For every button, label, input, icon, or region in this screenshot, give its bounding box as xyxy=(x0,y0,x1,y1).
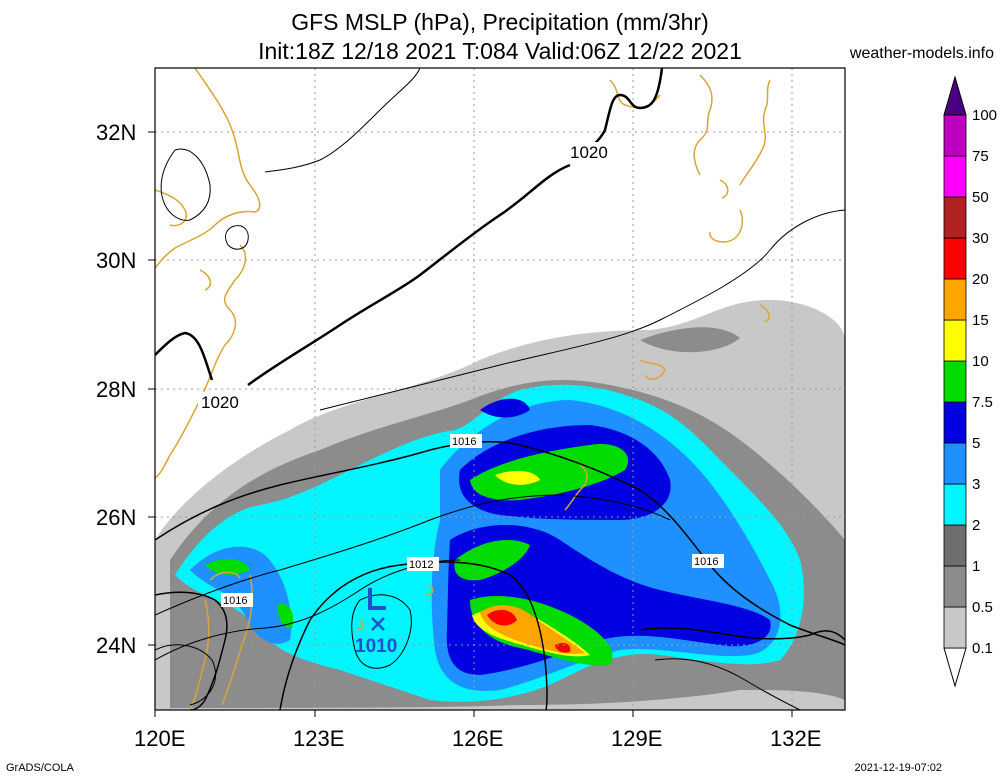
isobar-label-1016-b: 1016 xyxy=(694,556,718,568)
lat-label-32N: 32N xyxy=(96,120,136,145)
isobar-1020-thick-main xyxy=(247,163,571,387)
chart-title: GFS MSLP (hPa), Precipitation (mm/3hr) xyxy=(291,9,709,35)
isobar-1016-west xyxy=(155,591,228,710)
colorbar-swatch xyxy=(943,524,967,567)
precip-gray-mid-2 xyxy=(640,327,740,353)
axis-ticks xyxy=(148,131,793,717)
isobar-1012 xyxy=(279,561,548,710)
low-pressure-center: L 1010 xyxy=(355,588,397,657)
lon-labels: 120E 123E 126E 129E 132E xyxy=(134,726,821,751)
colorbar-swatch xyxy=(943,360,967,403)
isobars xyxy=(155,68,845,710)
colorbar-label: 2 xyxy=(972,517,980,534)
gridlines xyxy=(155,68,845,710)
lon-label-129E: 129E xyxy=(611,726,662,751)
colorbar-swatch xyxy=(943,401,967,444)
colorbar-label: 20 xyxy=(972,271,989,288)
isobar-label-1016-c: 1016 xyxy=(223,595,247,607)
precip-darkblue-3 xyxy=(480,398,530,418)
precip-green-2 xyxy=(454,540,530,581)
isobar-sw-loop xyxy=(155,644,217,706)
colorbar-swatch xyxy=(943,237,967,280)
colorbar-label: 3 xyxy=(972,476,980,493)
isobar-1016-east xyxy=(639,627,845,641)
colorbar-swatch xyxy=(943,565,967,608)
isobar-inner-2 xyxy=(351,594,412,669)
colorbar-swatch xyxy=(943,196,967,239)
colorbar-swatch xyxy=(943,606,967,649)
isobar-labels: 1020 1020 1016 1016 1016 1012 xyxy=(198,142,724,607)
colorbar-label: 75 xyxy=(972,148,989,165)
lat-label-26N: 26N xyxy=(96,505,136,530)
isobar-north-east xyxy=(319,209,845,411)
isobar-west-small xyxy=(225,225,249,250)
colorbar-swatch xyxy=(943,319,967,362)
lon-label-132E: 132E xyxy=(770,726,821,751)
lon-label-120E: 120E xyxy=(134,726,185,751)
isobar-label-1020-north: 1020 xyxy=(570,143,608,162)
low-letter-shape xyxy=(368,588,386,610)
colorbar-swatch xyxy=(943,483,967,526)
precip-green-5 xyxy=(277,604,294,629)
footer-timestamp: 2021-12-19-07:02 xyxy=(854,762,942,774)
colorbar-label: 30 xyxy=(972,230,989,247)
isobar-north-thin xyxy=(264,68,421,173)
low-center-x-b xyxy=(371,617,385,631)
isobar-1020-thick-west xyxy=(155,331,214,381)
colorbar-max-arrow xyxy=(943,75,967,116)
colorbar-label: 5 xyxy=(972,435,980,452)
precip-red xyxy=(487,609,517,626)
lon-label-123E: 123E xyxy=(293,726,344,751)
colorbar-swatch xyxy=(943,155,967,198)
low-value: 1010 xyxy=(355,636,397,657)
isobar-east-south xyxy=(654,658,801,710)
isobar-label-1020-west: 1020 xyxy=(201,393,239,412)
footer-software: GrADS/COLA xyxy=(6,762,74,774)
chart-subtitle: Init:18Z 12/18 2021 T:084 Valid:06Z 12/2… xyxy=(258,38,742,64)
lat-label-28N: 28N xyxy=(96,377,136,402)
colorbar: 0.1 0.5 1 2 3 5 7.5 10 15 20 30 50 75 100 xyxy=(943,75,997,688)
precip-green-4 xyxy=(205,558,250,575)
colorbar-label: 0.5 xyxy=(972,599,993,616)
colorbar-label: 7.5 xyxy=(972,394,993,411)
isobar-1016-mid xyxy=(155,494,671,616)
isobar-west-loop xyxy=(160,148,211,221)
isobar-1016-north xyxy=(155,440,845,646)
colorbar-swatch xyxy=(943,114,967,157)
lat-labels: 24N 26N 28N 30N 32N xyxy=(96,120,136,658)
lat-label-24N: 24N xyxy=(96,633,136,658)
colorbar-swatch xyxy=(943,442,967,485)
lat-label-30N: 30N xyxy=(96,248,136,273)
site-credit: weather-models.info xyxy=(849,45,994,62)
precip-field xyxy=(155,300,845,710)
precip-green xyxy=(470,444,629,501)
precip-yellow xyxy=(495,470,540,485)
colorbar-label: 15 xyxy=(972,312,989,329)
colorbar-label: 100 xyxy=(972,107,997,124)
colorbar-swatch xyxy=(943,278,967,321)
isobar-1020-thick-north xyxy=(574,68,664,157)
precip-gray-light-2 xyxy=(720,311,810,339)
isobar-label-1016-a: 1016 xyxy=(452,436,476,448)
colorbar-label: 0.1 xyxy=(972,640,993,657)
colorbar-min-arrow xyxy=(943,647,967,688)
colorbar-label: 50 xyxy=(972,189,989,206)
lon-label-126E: 126E xyxy=(452,726,503,751)
colorbar-label: 10 xyxy=(972,353,989,370)
isobar-label-1012: 1012 xyxy=(409,559,433,571)
colorbar-label: 1 xyxy=(972,558,980,575)
